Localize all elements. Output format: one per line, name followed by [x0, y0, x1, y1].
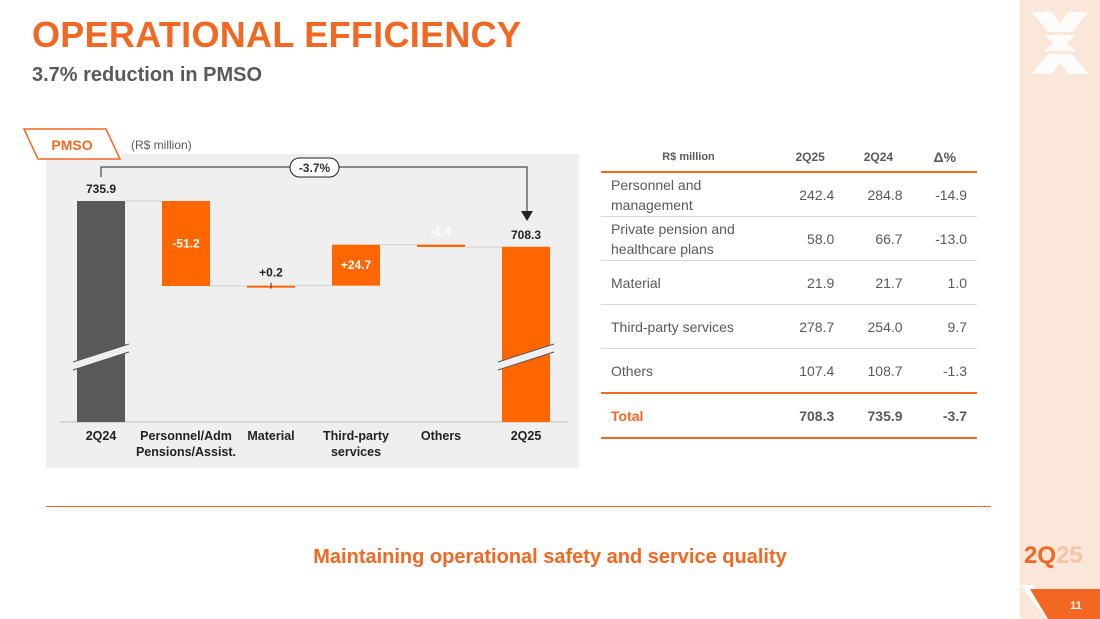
axis-break-line-b-5	[497, 351, 555, 371]
data-label-4: -1.4	[431, 225, 452, 239]
total-2q25: 708.3	[776, 392, 845, 439]
table-header-delta: Δ%	[912, 143, 977, 173]
axis-break-0	[73, 344, 129, 370]
table-row: Private pension and healthcare plans 58.…	[601, 216, 977, 261]
table-row: Others 107.4 108.7 -1.3	[601, 348, 977, 394]
page-subtitle: 3.7% reduction in PMSO	[32, 64, 263, 86]
category-label-3: Third-party services	[323, 429, 389, 459]
row-label: Personnel and management	[601, 172, 776, 217]
row-delta: 9.7	[912, 304, 977, 349]
axis-break-5	[498, 344, 554, 370]
row-2q25: 21.9	[776, 260, 845, 305]
data-label-2: +0.2	[259, 266, 283, 280]
row-label: Third-party services	[601, 304, 776, 349]
total-label: Total	[601, 392, 776, 439]
row-delta: -14.9	[912, 172, 977, 217]
row-2q24: 21.7	[844, 260, 913, 305]
table-header-label: R$ million	[601, 143, 776, 173]
row-2q24: 66.7	[844, 216, 913, 261]
row-2q24: 254.0	[844, 304, 913, 349]
data-label-1: -51.2	[172, 237, 200, 251]
category-label-4: Others	[421, 429, 461, 443]
data-label-5: 708.3	[511, 228, 541, 242]
row-2q24: 108.7	[844, 348, 913, 394]
change-annotation: -3.7%	[299, 161, 331, 175]
tagline: Maintaining operational safety and servi…	[313, 546, 787, 568]
axis-break-line-b-0	[72, 351, 130, 371]
row-label: Others	[601, 348, 776, 394]
category-label-0: 2Q24	[86, 429, 117, 443]
category-label-1: Personnel/Adm Pensions/Assist.	[136, 429, 236, 459]
row-2q25: 107.4	[776, 348, 845, 394]
data-label-0: 735.9	[86, 182, 116, 196]
row-label: Private pension and healthcare plans	[601, 216, 776, 261]
change-bubble	[289, 157, 340, 178]
row-delta: 1.0	[912, 260, 977, 305]
bar-5	[502, 246, 550, 422]
table-row: Third-party services 278.7 254.0 9.7	[601, 304, 977, 349]
data-label-3: +24.7	[341, 258, 372, 272]
table-row: Material 21.9 21.7 1.0	[601, 260, 977, 305]
row-2q25: 278.7	[776, 304, 845, 349]
page-number-box: 11	[1020, 585, 1100, 619]
category-label-2: Material	[247, 429, 294, 443]
row-delta: -13.0	[912, 216, 977, 261]
table-total-row: Total 708.3 735.9 -3.7	[601, 392, 977, 439]
chart-panel	[46, 154, 579, 468]
table-header-2q24: 2Q24	[844, 143, 913, 173]
quarter-badge: 2Q25	[1024, 542, 1083, 570]
bar-4	[417, 244, 465, 247]
waterfall-chart: -3.7% 735.9 -51.2 +0.2 +24.7 -1.4 708.3 2Q24 P…	[60, 157, 568, 459]
total-2q24: 735.9	[844, 392, 913, 439]
quarter-badge-year: 25	[1056, 542, 1083, 569]
row-2q24: 284.8	[844, 172, 913, 217]
row-delta: -1.3	[912, 348, 977, 394]
bar-1	[162, 201, 210, 286]
page-number: 11	[1070, 600, 1082, 612]
row-2q25: 58.0	[776, 216, 845, 261]
quarter-badge-prefix: 2Q	[1024, 542, 1057, 569]
total-delta: -3.7	[912, 392, 977, 439]
divider	[46, 506, 991, 507]
bar-3	[332, 244, 380, 286]
table-row: Personnel and management 242.4 284.8 -14…	[601, 172, 977, 217]
axis-break-line-0	[72, 343, 130, 363]
table-header-2q25: 2Q25	[776, 143, 845, 173]
company-logo-icon	[1032, 12, 1088, 74]
axis-break-line-5	[497, 343, 555, 363]
pmso-tag-label: PMSO	[51, 137, 92, 153]
right-sidebar	[1020, 0, 1100, 619]
pmso-table: R$ million 2Q25 2Q24 Δ% Personnel and ma…	[601, 143, 977, 439]
page-title: OPERATIONAL EFFICIENCY	[32, 14, 522, 55]
change-arrow-head	[521, 211, 533, 221]
category-label-5: 2Q25	[511, 429, 542, 443]
bar-0	[77, 201, 125, 422]
pmso-tag: PMSO	[22, 128, 122, 160]
row-label: Material	[601, 260, 776, 305]
chart-unit-label: (R$ million)	[131, 138, 192, 152]
row-2q25: 242.4	[776, 172, 845, 217]
